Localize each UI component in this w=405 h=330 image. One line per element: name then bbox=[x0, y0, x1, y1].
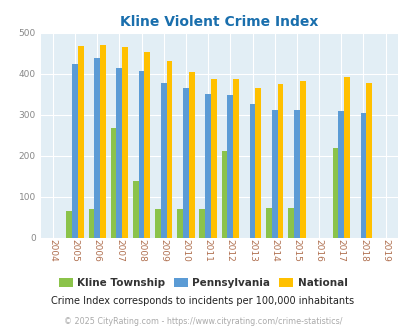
Bar bbox=[360, 113, 365, 238]
Bar bbox=[288, 208, 293, 238]
Bar bbox=[221, 151, 227, 238]
Bar bbox=[271, 110, 277, 238]
Bar bbox=[116, 68, 122, 238]
Bar bbox=[88, 209, 94, 238]
Bar bbox=[122, 47, 128, 238]
Bar bbox=[293, 110, 299, 238]
Text: Crime Index corresponds to incidents per 100,000 inhabitants: Crime Index corresponds to incidents per… bbox=[51, 296, 354, 306]
Bar bbox=[160, 83, 166, 238]
Bar bbox=[155, 209, 160, 238]
Bar bbox=[249, 104, 255, 238]
Bar bbox=[227, 95, 232, 238]
Bar bbox=[72, 64, 78, 238]
Bar bbox=[132, 181, 139, 238]
Legend: Kline Township, Pennsylvania, National: Kline Township, Pennsylvania, National bbox=[54, 274, 351, 292]
Bar bbox=[232, 79, 239, 238]
Bar bbox=[265, 208, 271, 238]
Bar bbox=[211, 79, 216, 238]
Bar bbox=[365, 82, 371, 238]
Bar bbox=[100, 45, 106, 238]
Bar bbox=[66, 211, 72, 238]
Bar bbox=[255, 88, 260, 238]
Bar bbox=[111, 128, 116, 238]
Title: Kline Violent Crime Index: Kline Violent Crime Index bbox=[120, 15, 318, 29]
Bar bbox=[205, 94, 211, 238]
Bar bbox=[277, 84, 283, 238]
Bar bbox=[183, 88, 188, 238]
Bar bbox=[188, 72, 194, 238]
Bar bbox=[166, 61, 172, 238]
Bar bbox=[177, 209, 183, 238]
Bar bbox=[299, 81, 305, 238]
Bar bbox=[199, 209, 205, 238]
Bar bbox=[78, 46, 83, 238]
Bar bbox=[332, 148, 338, 238]
Bar bbox=[338, 111, 343, 238]
Bar bbox=[343, 77, 349, 238]
Bar bbox=[94, 57, 100, 238]
Text: © 2025 CityRating.com - https://www.cityrating.com/crime-statistics/: © 2025 CityRating.com - https://www.city… bbox=[64, 317, 341, 326]
Bar bbox=[144, 52, 150, 238]
Bar bbox=[139, 71, 144, 238]
